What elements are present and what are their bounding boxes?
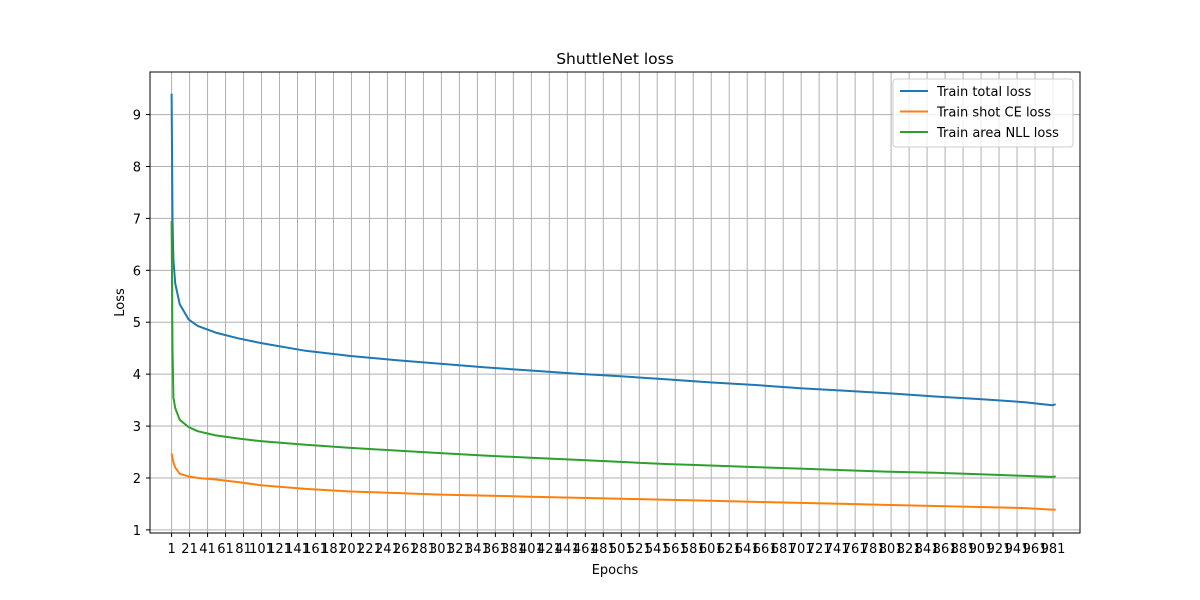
- x-tick-label: 341: [465, 542, 490, 557]
- x-tick-label: 661: [753, 542, 778, 557]
- legend-label: Train shot CE loss: [936, 106, 1051, 121]
- legend-box: [892, 78, 1074, 148]
- x-tick-label: 621: [717, 542, 742, 557]
- x-tick-label: 781: [861, 542, 886, 557]
- x-tick-label: 21: [181, 542, 198, 557]
- x-tick-label: 281: [411, 542, 436, 557]
- x-tick-label: 641: [735, 542, 760, 557]
- x-axis: 1 21 41 61 811011211411611812012212412612813…: [167, 533, 1065, 557]
- x-tick-label: 301: [429, 542, 454, 557]
- x-tick-label: 141: [285, 542, 310, 557]
- x-tick-label: 381: [501, 542, 526, 557]
- x-tick-label: 361: [483, 542, 508, 557]
- y-tick-label: 6: [133, 264, 141, 279]
- x-tick-label: 561: [663, 542, 688, 557]
- x-tick-label: 721: [807, 542, 832, 557]
- x-tick-label: 941: [1005, 542, 1030, 557]
- x-tick-label: 181: [321, 542, 346, 557]
- legend-label: Train total loss: [936, 85, 1032, 100]
- y-tick-label: 9: [133, 109, 141, 124]
- series-line: [170, 220, 1056, 478]
- chart-title: ShuttleNet loss: [556, 50, 674, 68]
- y-tick-label: 7: [133, 212, 141, 227]
- x-tick-label: 61: [217, 542, 234, 557]
- x-tick-label: 241: [375, 542, 400, 557]
- x-tick-label: 1: [167, 542, 175, 557]
- x-tick-label: 401: [519, 542, 544, 557]
- x-tick-label: 201: [339, 542, 364, 557]
- x-tick-label: 901: [969, 542, 994, 557]
- x-tick-label: 581: [681, 542, 706, 557]
- y-axis-label: Loss: [113, 288, 128, 317]
- x-tick-label: 501: [609, 542, 634, 557]
- x-tick-label: 801: [879, 542, 904, 557]
- x-tick-label: 461: [573, 542, 598, 557]
- legend: Train total loss Train shot CE loss Train …: [892, 78, 1074, 148]
- x-tick-label: 961: [1023, 542, 1048, 557]
- x-tick-label: 481: [591, 542, 616, 557]
- x-tick-label: 101: [249, 542, 274, 557]
- series-lines: [170, 93, 1056, 511]
- x-tick-label: 221: [357, 542, 382, 557]
- y-axis: 1 2 3 4 5 6 7 8 9: [133, 109, 150, 539]
- x-axis-label: Epochs: [592, 563, 639, 578]
- legend-label: Train area NLL loss: [936, 126, 1059, 141]
- x-tick-label: 521: [627, 542, 652, 557]
- plot-frame: [149, 71, 1081, 534]
- x-tick-label: 321: [447, 542, 472, 557]
- x-tick-label: 841: [915, 542, 940, 557]
- x-tick-label: 921: [987, 542, 1012, 557]
- x-tick-label: 121: [267, 542, 292, 557]
- y-tick-label: 5: [133, 316, 141, 331]
- y-tick-label: 2: [133, 472, 141, 487]
- x-tick-label: 981: [1041, 542, 1066, 557]
- x-tick-label: 861: [933, 542, 958, 557]
- y-tick-label: 8: [133, 160, 141, 175]
- x-tick-label: 741: [825, 542, 850, 557]
- series-line: [170, 453, 1056, 511]
- x-tick-label: 261: [393, 542, 418, 557]
- x-tick-label: 41: [199, 542, 216, 557]
- y-tick-label: 1: [133, 524, 141, 539]
- x-tick-label: 701: [789, 542, 814, 557]
- x-tick-label: 681: [771, 542, 796, 557]
- x-tick-label: 81: [235, 542, 252, 557]
- x-tick-label: 601: [699, 542, 724, 557]
- x-tick-label: 421: [537, 542, 562, 557]
- x-tick-label: 761: [843, 542, 868, 557]
- series-line: [170, 93, 1056, 407]
- y-tick-label: 4: [133, 368, 141, 383]
- y-tick-label: 3: [133, 420, 141, 435]
- x-tick-label: 821: [897, 542, 922, 557]
- x-tick-label: 881: [951, 542, 976, 557]
- x-tick-label: 161: [303, 542, 328, 557]
- x-tick-label: 541: [645, 542, 670, 557]
- x-tick-label: 441: [555, 542, 580, 557]
